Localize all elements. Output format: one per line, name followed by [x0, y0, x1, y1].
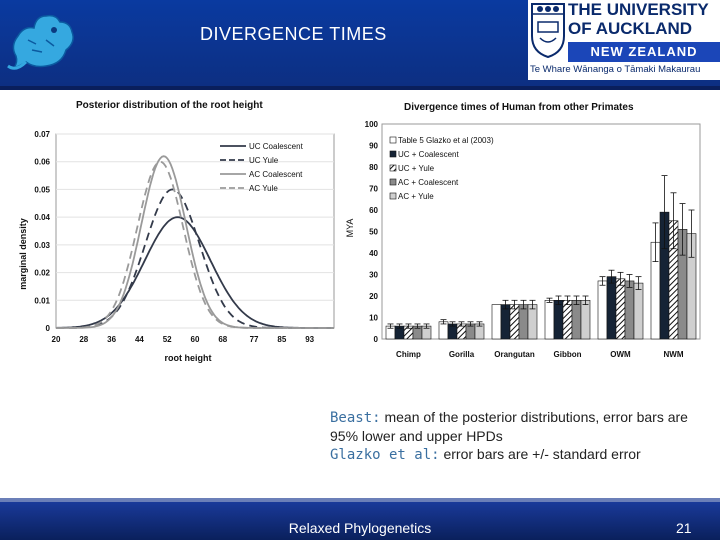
bar: [580, 300, 591, 340]
bar: [633, 282, 644, 340]
university-name-line2: OF AUCKLAND: [568, 19, 693, 38]
page-number: 21: [676, 520, 692, 536]
y-tick-label: 40: [369, 249, 378, 258]
y-tick-label: 0.06: [34, 158, 50, 167]
legend-label: AC Coalescent: [249, 170, 303, 179]
x-tick-label: Chimp: [396, 350, 421, 359]
caption-glazko-text: error bars are +/- standard error: [439, 446, 641, 462]
bar: [562, 300, 573, 340]
legend-label: AC + Coalescent: [398, 178, 459, 187]
chart-legend: UC Coalescent UC Yule AC Coalescent AC Yule: [220, 142, 304, 193]
y-tick-label: 0: [46, 324, 51, 333]
legend-label: AC + Yule: [398, 192, 434, 201]
header-divider: [0, 86, 720, 90]
bar: [527, 304, 538, 340]
bar: [518, 304, 529, 340]
x-tick-label: 52: [163, 335, 172, 344]
chart-title: Posterior distribution of the root heigh…: [76, 100, 263, 111]
y-tick-label: 0: [374, 335, 379, 344]
maori-name: Te Whare Wānanga o Tāmaki Makaurau: [530, 64, 701, 75]
legend-swatch: [389, 192, 397, 200]
y-tick-label: 0.03: [34, 241, 50, 250]
bar: [509, 304, 520, 340]
y-tick-label: 0.01: [34, 296, 50, 305]
legend-label: UC Coalescent: [249, 142, 304, 151]
divergence-times-bar-chart: Divergence times of Human from other Pri…: [345, 102, 701, 359]
x-tick-label: 93: [305, 335, 314, 344]
slide-footer: [0, 502, 720, 540]
x-tick-label: 77: [250, 335, 259, 344]
y-tick-label: 0.05: [34, 185, 50, 194]
y-tick-label: 20: [369, 292, 378, 301]
legend-label: UC + Yule: [398, 164, 435, 173]
y-tick-label: 0.04: [34, 213, 50, 222]
y-tick-label: 0.02: [34, 269, 50, 278]
bar: [615, 278, 626, 340]
x-tick-label: 44: [135, 335, 144, 344]
bar: [553, 300, 564, 340]
y-tick-label: 30: [369, 271, 378, 280]
legend-label: UC Yule: [249, 156, 279, 165]
y-tick-label: 60: [369, 206, 378, 215]
x-tick-label: 20: [52, 335, 61, 344]
caption-beast-text: mean of the posterior distributions, err…: [330, 409, 688, 444]
bar: [438, 321, 449, 340]
bar: [624, 280, 635, 340]
density-curve: [56, 155, 334, 329]
plot-area: [381, 123, 701, 340]
university-logo: THE UNIVERSITY OF AUCKLAND NEW ZEALAND T…: [528, 0, 720, 80]
x-tick-label: Orangutan: [494, 350, 535, 359]
legend-swatch: [389, 150, 397, 158]
university-name-line1: THE UNIVERSITY: [568, 0, 709, 19]
x-tick-label: Gibbon: [554, 350, 582, 359]
y-tick-label: 0.07: [34, 130, 50, 139]
legend-label: Table 5 Glazko et al (2003): [398, 136, 494, 145]
caption: Beast: mean of the posterior distributio…: [330, 408, 715, 464]
bar: [544, 300, 555, 340]
bar: [500, 304, 511, 340]
footer-divider: [0, 498, 720, 502]
legend-label: AC Yule: [249, 184, 278, 193]
footer-text: Relaxed Phylogenetics: [288, 520, 432, 536]
y-axis-label: marginal density: [18, 218, 28, 290]
bar: [597, 280, 608, 340]
legend-swatch: [389, 164, 397, 172]
density-curve: [56, 188, 334, 329]
caption-beast-label: Beast:: [330, 410, 381, 426]
y-tick-label: 80: [369, 163, 378, 172]
y-tick-label: 100: [365, 120, 379, 129]
legend-label: UC + Coalescent: [398, 150, 459, 159]
x-tick-label: Gorilla: [449, 350, 475, 359]
legend-swatch: [389, 136, 397, 144]
y-tick-label: 90: [369, 142, 378, 151]
legend-swatch: [389, 178, 397, 186]
x-tick-label: 68: [218, 335, 227, 344]
x-tick-label: 60: [191, 335, 200, 344]
bar: [606, 276, 617, 340]
bar: [491, 304, 502, 340]
y-tick-label: 10: [369, 314, 378, 323]
x-tick-label: NWM: [664, 350, 684, 359]
density-curve: [56, 160, 334, 329]
x-tick-label: 36: [107, 335, 116, 344]
rat-logo-icon: [7, 14, 74, 70]
caption-glazko-label: Glazko et al:: [330, 447, 440, 463]
caption-beast: Beast: mean of the posterior distributio…: [330, 408, 715, 445]
y-tick-label: 70: [369, 185, 378, 194]
bar: [571, 300, 582, 340]
country-banner: NEW ZEALAND: [568, 42, 720, 62]
y-axis-label: MYA: [345, 219, 355, 238]
root-height-density-chart: Posterior distribution of the root heigh…: [18, 100, 335, 363]
x-tick-label: OWM: [610, 350, 631, 359]
y-tick-label: 50: [369, 228, 378, 237]
university-name: THE UNIVERSITY OF AUCKLAND: [568, 0, 720, 42]
x-tick-label: 85: [277, 335, 286, 344]
slide-title: DIVERGENCE TIMES: [200, 24, 387, 44]
chart-legend: Table 5 Glazko et al (2003) UC + Coalesce…: [389, 136, 494, 201]
crest-icon: [531, 3, 565, 58]
caption-glazko: Glazko et al: error bars are +/- standar…: [330, 445, 715, 464]
x-tick-label: 28: [79, 335, 88, 344]
x-axis-label: root height: [165, 353, 212, 363]
chart-title: Divergence times of Human from other Pri…: [404, 102, 634, 113]
